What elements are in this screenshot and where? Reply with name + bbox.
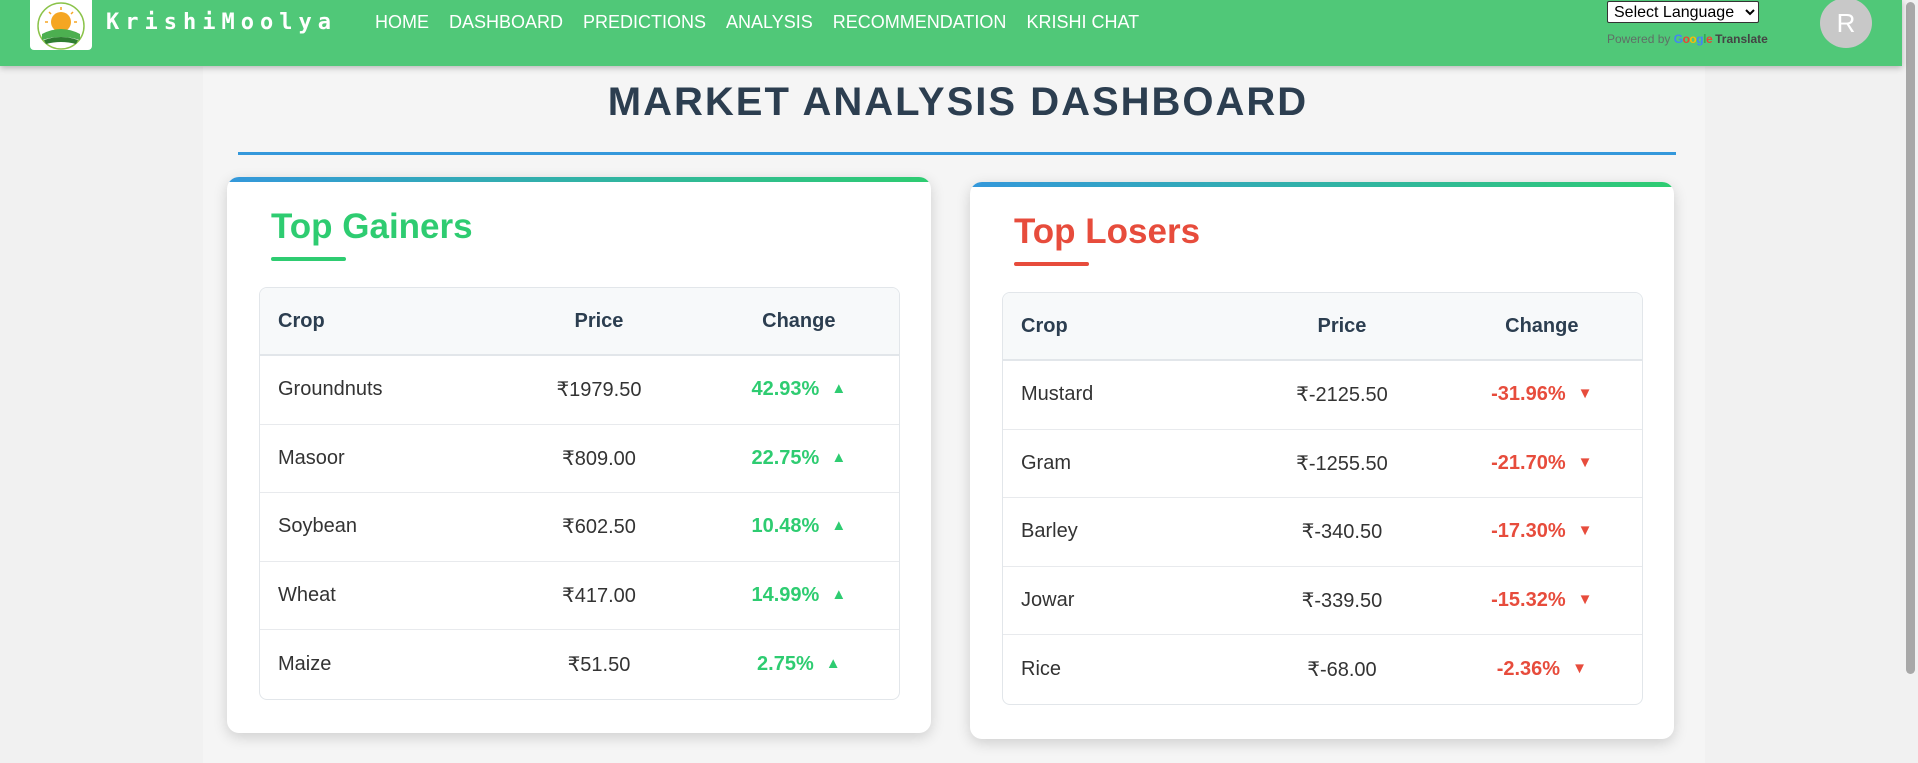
crop-change: -17.30% ▼ [1442, 520, 1642, 543]
logo-sun-field-icon [37, 2, 85, 50]
card-accent-bar [970, 182, 1674, 187]
crop-name: Gram [1021, 451, 1071, 474]
google-logo: Google [1673, 32, 1713, 46]
header-change: Change [1505, 314, 1579, 337]
change-value: 10.48% [751, 515, 820, 538]
nav-home[interactable]: HOME [375, 12, 429, 32]
card-accent-bar [227, 177, 931, 182]
language-select[interactable]: Select Language [1607, 1, 1759, 23]
table-row: Rice ₹-68.00 -2.36% ▼ [1003, 635, 1642, 704]
arrow-down-icon: ▼ [1577, 522, 1593, 540]
top-losers-title: Top Losers [1014, 212, 1201, 251]
change-value: -21.70% [1491, 451, 1566, 474]
nav-krishi-chat[interactable]: KRISHI CHAT [1026, 12, 1140, 32]
main-nav: HOME DASHBOARD PREDICTIONS ANALYSIS RECO… [375, 12, 1139, 33]
table-row: Groundnuts ₹1979.50 42.93% ▲ [260, 356, 899, 425]
table-row: Maize ₹51.50 2.75% ▲ [260, 630, 899, 699]
table-row: Jowar ₹-339.50 -15.32% ▼ [1003, 567, 1642, 635]
crop-change: 2.75% ▲ [699, 653, 899, 676]
crop-price: ₹-339.50 [1301, 589, 1383, 612]
crop-change: 14.99% ▲ [699, 584, 899, 607]
google-translate-credit: Powered by Google Translate [1607, 32, 1768, 46]
nav-dashboard[interactable]: DASHBOARD [449, 12, 564, 32]
table-row: Masoor ₹809.00 22.75% ▲ [260, 425, 899, 493]
crop-name: Barley [1021, 520, 1078, 543]
arrow-up-icon: ▲ [831, 585, 847, 603]
change-value: 14.99% [751, 583, 820, 606]
navbar: KrishiMoolya HOME DASHBOARD PREDICTIONS … [0, 0, 1902, 66]
crop-name: Soybean [278, 515, 357, 538]
nav-analysis[interactable]: ANALYSIS [726, 12, 813, 32]
change-value: -31.96% [1491, 383, 1566, 406]
crop-name: Masoor [278, 446, 345, 469]
crop-change: 10.48% ▲ [699, 515, 899, 538]
crop-price: ₹602.50 [562, 516, 636, 539]
crop-name: Groundnuts [278, 378, 383, 401]
top-gainers-card: Top Gainers Crop Price Change Groundnuts… [227, 177, 931, 733]
crop-change: 42.93% ▲ [699, 378, 899, 401]
crop-price: ₹417.00 [562, 584, 636, 607]
table-row: Gram ₹-1255.50 -21.70% ▼ [1003, 430, 1642, 498]
change-value: -2.36% [1496, 657, 1561, 680]
nav-recommendation[interactable]: RECOMMENDATION [832, 12, 1007, 32]
arrow-down-icon: ▼ [1577, 590, 1593, 608]
header-change: Change [762, 309, 836, 332]
title-underline [271, 257, 346, 261]
crop-change: -31.96% ▼ [1442, 383, 1642, 406]
crop-price: ₹809.00 [562, 447, 636, 470]
table-row: Soybean ₹602.50 10.48% ▲ [260, 493, 899, 562]
change-value: 42.93% [751, 378, 820, 401]
powered-by-label: Powered by [1607, 32, 1671, 46]
change-value: 22.75% [751, 446, 820, 469]
header-crop: Crop [278, 309, 325, 332]
arrow-up-icon: ▲ [831, 380, 847, 398]
arrow-down-icon: ▼ [1577, 385, 1593, 403]
crop-name: Jowar [1021, 588, 1075, 611]
table-header: Crop Price Change [1003, 293, 1642, 361]
crop-name: Rice [1021, 657, 1062, 680]
crop-price: ₹-340.50 [1301, 521, 1383, 544]
table-row: Mustard ₹-2125.50 -31.96% ▼ [1003, 361, 1642, 430]
crop-name: Maize [278, 652, 332, 675]
arrow-down-icon: ▼ [1572, 659, 1587, 677]
page-scrollbar[interactable] [1902, 0, 1918, 763]
change-value: 2.75% [757, 652, 814, 675]
crop-price: ₹1979.50 [556, 379, 642, 402]
arrow-down-icon: ▼ [1577, 453, 1593, 471]
table-row: Wheat ₹417.00 14.99% ▲ [260, 562, 899, 630]
arrow-up-icon: ▲ [831, 448, 847, 466]
losers-table: Crop Price Change Mustard ₹-2125.50 -31.… [1002, 292, 1643, 705]
gainers-table: Crop Price Change Groundnuts ₹1979.50 42… [259, 287, 900, 700]
crop-price: ₹-1255.50 [1296, 452, 1388, 475]
header-price: Price [574, 309, 624, 332]
crop-price: ₹-68.00 [1307, 658, 1377, 681]
crop-name: Wheat [278, 583, 336, 606]
table-row: Barley ₹-340.50 -17.30% ▼ [1003, 498, 1642, 567]
brand-name[interactable]: KrishiMoolya [106, 10, 337, 35]
crop-change: 22.75% ▲ [699, 447, 899, 470]
header-crop: Crop [1021, 314, 1068, 337]
change-value: -15.32% [1491, 588, 1566, 611]
top-losers-card: Top Losers Crop Price Change Mustard ₹-2… [970, 182, 1674, 739]
crop-change: -2.36% ▼ [1442, 658, 1642, 681]
crop-change: -15.32% ▼ [1442, 589, 1642, 612]
top-gainers-title: Top Gainers [271, 207, 473, 246]
krishimoolya-logo[interactable] [30, 0, 92, 50]
crop-price: ₹51.50 [567, 653, 631, 676]
nav-predictions[interactable]: PREDICTIONS [583, 12, 707, 32]
header-price: Price [1317, 314, 1367, 337]
arrow-up-icon: ▲ [825, 654, 841, 672]
user-avatar[interactable]: R [1820, 0, 1872, 48]
arrow-up-icon: ▲ [831, 517, 847, 535]
crop-name: Mustard [1021, 383, 1094, 406]
translate-label: Translate [1715, 32, 1768, 46]
title-divider [238, 152, 1676, 155]
scrollbar-thumb[interactable] [1906, 2, 1915, 674]
table-header: Crop Price Change [260, 288, 899, 356]
title-underline [1014, 262, 1089, 266]
page-title: MARKET ANALYSIS DASHBOARD [607, 80, 1309, 124]
crop-price: ₹-2125.50 [1296, 384, 1388, 407]
crop-change: -21.70% ▼ [1442, 452, 1642, 475]
change-value: -17.30% [1491, 520, 1566, 543]
